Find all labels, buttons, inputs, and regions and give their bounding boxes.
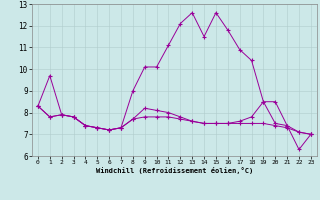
X-axis label: Windchill (Refroidissement éolien,°C): Windchill (Refroidissement éolien,°C) bbox=[96, 167, 253, 174]
